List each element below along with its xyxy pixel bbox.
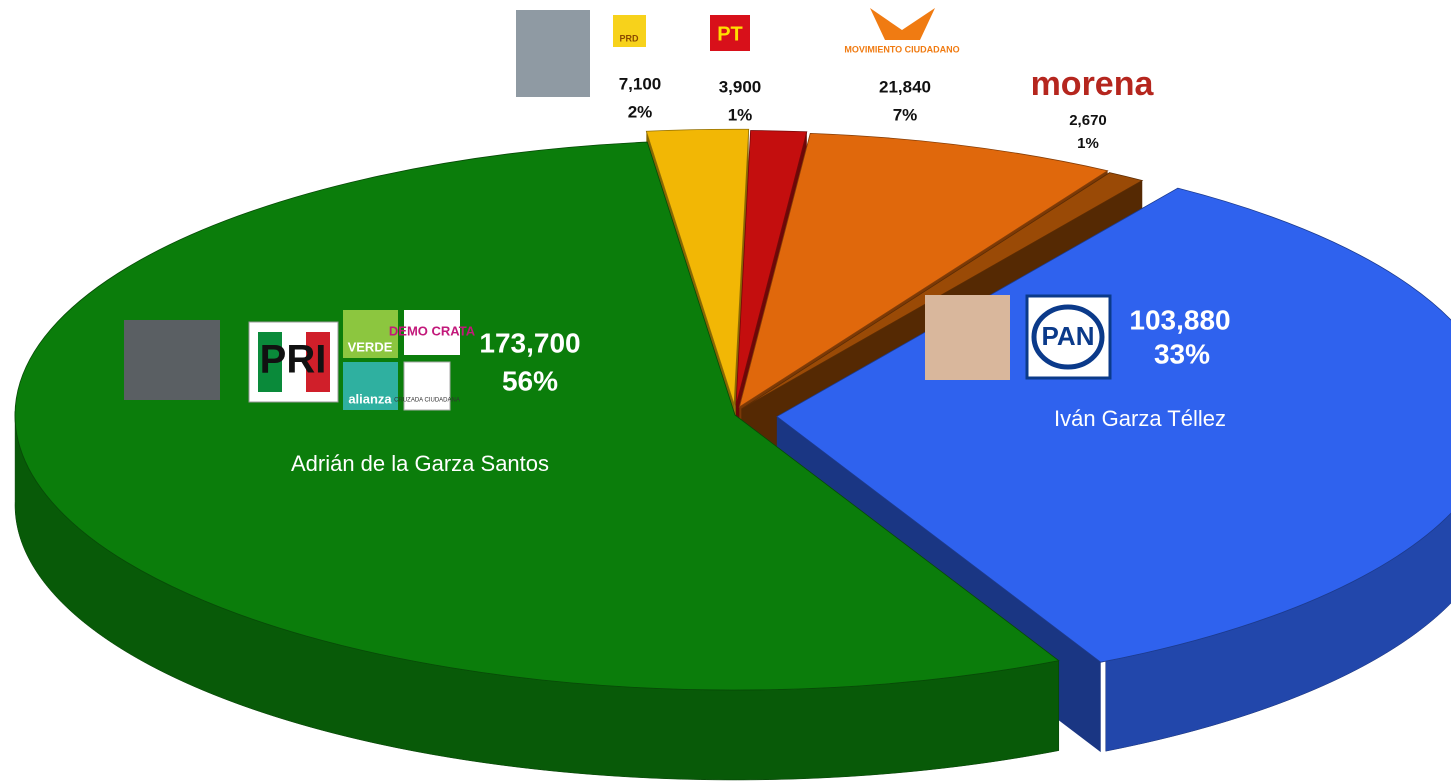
party-logo-text: CRUZADA CIUDADANA	[394, 398, 460, 404]
percent-label: 1%	[728, 105, 753, 124]
party-logo-text: PRI	[260, 338, 327, 382]
percent-label: 2%	[628, 102, 653, 121]
party-logo-text: DEMO CRATA	[389, 323, 476, 338]
value-label: 173,700	[479, 327, 580, 358]
percent-label: 7%	[893, 105, 918, 124]
candidate-photo	[925, 295, 1010, 380]
party-logo-text: PRD	[619, 33, 639, 43]
chart: 7,100 2% 3,900 1% 21,840 7% 2,670 1% 103,88033% I…	[0, 0, 1451, 781]
party-logo-text: PAN	[1042, 321, 1095, 351]
party-logo-text: MOVIMIENTO CIUDADANO	[844, 44, 959, 54]
value-label: 3,900	[719, 77, 762, 96]
value-label: 103,880	[1129, 304, 1230, 335]
candidate-photo	[124, 320, 220, 400]
candidate-name: Iván Garza Téllez	[1054, 406, 1226, 431]
value-label: 7,100	[619, 74, 662, 93]
page: 7,100 2% 3,900 1% 21,840 7% 2,670 1% 103,88033% I…	[0, 0, 1451, 781]
value-label: 21,840	[879, 77, 931, 96]
percent-label: 56%	[502, 365, 558, 396]
party-logo-text: morena	[1031, 65, 1155, 103]
slices	[15, 129, 1451, 780]
candidate-photo	[516, 10, 590, 97]
logo-bird	[870, 8, 935, 40]
party-logo-text: PT	[717, 23, 743, 45]
percent-label: 33%	[1154, 338, 1210, 369]
party-logo-text: VERDE	[348, 339, 393, 354]
percent-label: 1%	[1077, 135, 1099, 152]
candidate-name: Adrián de la Garza Santos	[291, 451, 549, 476]
value-label: 2,670	[1069, 112, 1107, 129]
party-logo-text: alianza	[348, 391, 392, 406]
